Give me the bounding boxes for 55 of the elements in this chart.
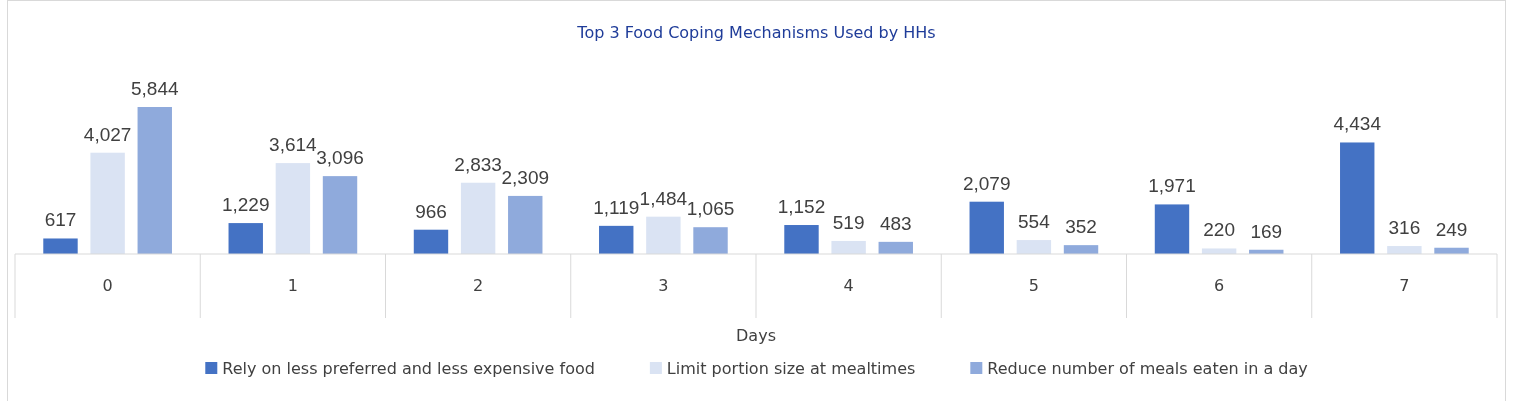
bar <box>322 176 358 254</box>
data-label: 617 <box>44 209 77 231</box>
data-label: 4,434 <box>1333 113 1382 135</box>
data-label: 1,152 <box>777 196 826 218</box>
data-label: 3,614 <box>269 134 318 156</box>
x-tick-label: 5 <box>1028 276 1039 295</box>
bar <box>646 216 681 254</box>
legend-label: Limit portion size at mealtimes <box>666 359 916 378</box>
bar <box>413 229 449 254</box>
data-label: 1,229 <box>221 194 270 216</box>
bar <box>137 107 172 254</box>
chart-title: Top 3 Food Coping Mechanisms Used by HHs <box>576 23 936 42</box>
bar <box>599 225 634 254</box>
bar <box>43 238 78 254</box>
legend-label: Reduce number of meals eaten in a day <box>987 359 1308 378</box>
data-label: 352 <box>1065 216 1097 238</box>
data-label: 4,027 <box>83 123 132 145</box>
bar <box>693 227 728 254</box>
x-tick-label: 2 <box>473 276 484 295</box>
x-tick-label: 7 <box>1399 276 1410 295</box>
data-label: 519 <box>832 211 865 233</box>
bar <box>90 152 125 254</box>
data-label: 1,119 <box>593 196 640 218</box>
bar <box>275 163 311 254</box>
bar <box>228 223 263 254</box>
data-label: 3,096 <box>316 147 364 169</box>
legend-label: Rely on less preferred and less expensive food <box>222 359 595 378</box>
bar <box>969 201 1004 254</box>
x-tick-label: 0 <box>102 276 113 295</box>
x-tick-label: 3 <box>658 276 669 295</box>
data-label: 2,309 <box>501 166 550 188</box>
data-label: 220 <box>1203 219 1235 241</box>
data-label: 554 <box>1018 211 1051 233</box>
data-label: 966 <box>415 200 447 222</box>
bar <box>460 182 496 254</box>
bar <box>1340 142 1375 254</box>
data-label: 5,844 <box>130 78 179 99</box>
x-axis-title: Days <box>736 326 776 345</box>
x-tick-label: 6 <box>1214 276 1225 295</box>
bar <box>1154 204 1190 254</box>
data-label: 2,833 <box>454 153 502 175</box>
data-label: 1,971 <box>1148 175 1196 197</box>
bar <box>784 225 819 254</box>
x-tick-label: 4 <box>843 276 854 295</box>
data-label: 1,484 <box>639 187 688 209</box>
bar <box>1016 240 1052 254</box>
data-label: 2,079 <box>962 172 1011 194</box>
bar <box>831 240 866 254</box>
x-tick-label: 1 <box>287 276 298 295</box>
bar <box>508 195 543 254</box>
data-label: 316 <box>1388 217 1421 239</box>
data-label: 249 <box>1435 218 1468 240</box>
data-label: 169 <box>1250 220 1283 242</box>
data-label: 1,065 <box>686 198 735 220</box>
data-label: 483 <box>879 212 912 234</box>
